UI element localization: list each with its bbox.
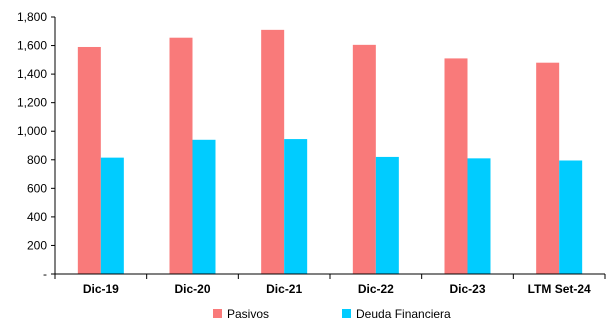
bar-deuda-financiera (192, 139, 216, 274)
y-tick-label: 1,200 (17, 96, 47, 110)
legend-swatch (213, 309, 222, 318)
legend-label: Pasivos (227, 307, 269, 321)
bar-deuda-financiera (375, 156, 399, 274)
x-tick-label: Dic-23 (449, 282, 485, 296)
bar-pasivos (169, 37, 193, 275)
bar-deuda-financiera (467, 158, 491, 274)
x-tick-label: Dic-22 (358, 282, 394, 296)
bar-pasivos (536, 62, 560, 274)
y-tick-label: 600 (27, 181, 47, 195)
bars (77, 29, 583, 275)
y-tick-label: 1,000 (17, 124, 47, 138)
x-tick-label: Dic-21 (266, 282, 302, 296)
y-tick-label: 400 (27, 210, 47, 224)
y-axis: - 200 400 600 800 1,000 1,200 1,400 1,600 1,800 (17, 10, 56, 281)
legend-label: Deuda Financiera (356, 307, 451, 321)
y-tick-label: 1,800 (17, 10, 47, 24)
bar-deuda-financiera (100, 157, 124, 274)
bar-pasivos (77, 46, 101, 274)
x-axis: Dic-19 Dic-20 Dic-21 Dic-22 Dic-23 LTM Set-24 (54, 273, 606, 296)
x-tick-label: LTM Set-24 (528, 282, 591, 296)
x-tick-label: Dic-19 (83, 282, 119, 296)
y-tick-label: 1,600 (17, 39, 47, 53)
bar-deuda-financiera (284, 139, 308, 274)
legend: Pasivos Deuda Financiera (213, 307, 451, 321)
bar-pasivos (444, 58, 468, 275)
y-tick-label: 1,400 (17, 67, 47, 81)
y-tick-label: - (43, 267, 47, 281)
bar-pasivos (352, 44, 376, 274)
x-tick-label: Dic-20 (174, 282, 210, 296)
bar-deuda-financiera (559, 160, 583, 274)
legend-swatch (342, 309, 351, 318)
y-tick-label: 200 (27, 238, 47, 252)
bar-pasivos (261, 29, 285, 274)
y-tick-label: 800 (27, 153, 47, 167)
